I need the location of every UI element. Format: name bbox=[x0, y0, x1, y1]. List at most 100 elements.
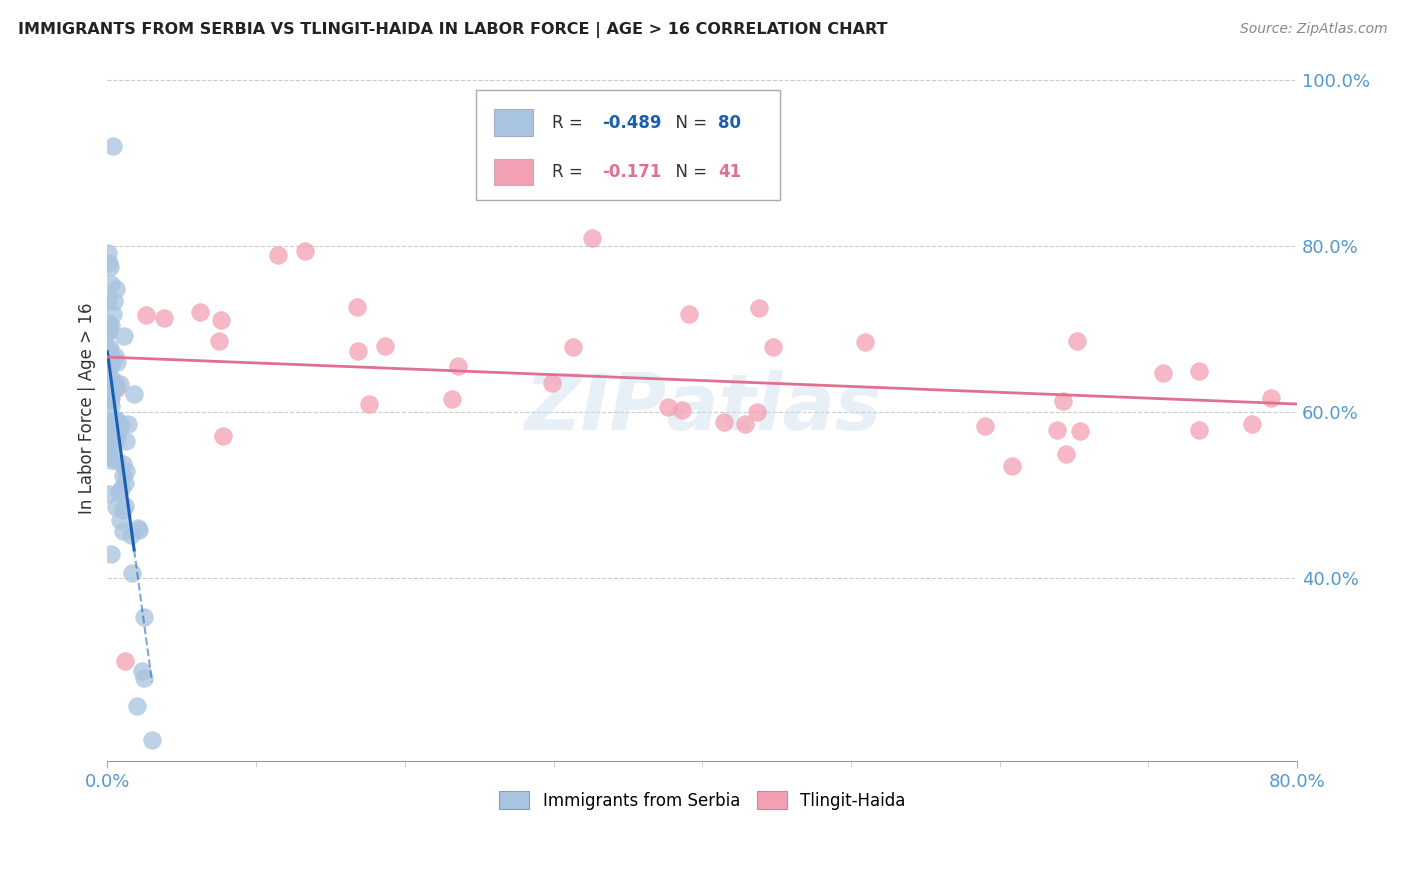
Point bbox=[98, 415, 121, 429]
Point bbox=[761, 340, 783, 354]
Point bbox=[657, 400, 679, 414]
Point bbox=[135, 308, 157, 322]
Point bbox=[540, 376, 562, 390]
Point bbox=[100, 384, 122, 398]
Text: -0.171: -0.171 bbox=[602, 163, 661, 181]
Point bbox=[440, 392, 463, 407]
Point bbox=[1188, 424, 1211, 438]
Text: ZIP​atlas: ZIP​atlas bbox=[523, 370, 880, 446]
Point bbox=[120, 528, 142, 542]
Point bbox=[125, 698, 148, 713]
Point bbox=[108, 513, 131, 527]
Point bbox=[103, 294, 125, 309]
Point bbox=[581, 231, 603, 245]
Point bbox=[97, 325, 120, 339]
Point bbox=[1260, 391, 1282, 405]
Point bbox=[97, 342, 120, 356]
Point bbox=[101, 439, 124, 453]
Point bbox=[100, 385, 122, 400]
Point bbox=[188, 305, 211, 319]
Text: Source: ZipAtlas.com: Source: ZipAtlas.com bbox=[1240, 22, 1388, 37]
Point bbox=[100, 391, 122, 405]
Point bbox=[855, 334, 877, 349]
Text: IMMIGRANTS FROM SERBIA VS TLINGIT-HAIDA IN LABOR FORCE | AGE > 16 CORRELATION CH: IMMIGRANTS FROM SERBIA VS TLINGIT-HAIDA … bbox=[18, 22, 887, 38]
Point bbox=[103, 373, 125, 387]
Point bbox=[105, 425, 128, 440]
Point bbox=[132, 610, 155, 624]
Point bbox=[98, 324, 121, 338]
Point bbox=[98, 260, 121, 275]
Point bbox=[105, 413, 128, 427]
Point bbox=[110, 482, 132, 496]
FancyBboxPatch shape bbox=[494, 110, 533, 136]
Point bbox=[357, 397, 380, 411]
Point bbox=[97, 246, 120, 260]
Point bbox=[122, 386, 145, 401]
Point bbox=[104, 376, 127, 390]
Point bbox=[294, 244, 316, 258]
Point bbox=[114, 500, 136, 514]
Point bbox=[128, 523, 150, 537]
Point bbox=[101, 356, 124, 370]
Point bbox=[97, 316, 120, 330]
Point bbox=[132, 671, 155, 685]
Point bbox=[103, 139, 125, 153]
Point bbox=[374, 339, 396, 353]
Legend: Immigrants from Serbia, Tlingit-Haida: Immigrants from Serbia, Tlingit-Haida bbox=[492, 785, 912, 816]
Point bbox=[115, 464, 138, 478]
Point bbox=[98, 430, 121, 444]
Point bbox=[114, 434, 136, 448]
Point bbox=[974, 418, 997, 433]
Point bbox=[105, 414, 128, 428]
Point bbox=[346, 301, 368, 315]
Point bbox=[267, 248, 290, 262]
Point bbox=[97, 293, 120, 308]
Point bbox=[1069, 424, 1091, 438]
Point bbox=[111, 524, 134, 538]
Point bbox=[1240, 417, 1263, 431]
Point bbox=[97, 353, 120, 368]
Point bbox=[1066, 334, 1088, 349]
Point bbox=[100, 399, 122, 413]
Point bbox=[114, 475, 136, 490]
Point bbox=[112, 502, 135, 516]
Point bbox=[121, 566, 143, 581]
Point bbox=[104, 500, 127, 514]
Point bbox=[100, 452, 122, 467]
Point bbox=[131, 664, 153, 678]
Point bbox=[117, 417, 139, 431]
Point bbox=[97, 487, 120, 501]
Point bbox=[447, 359, 470, 373]
Point bbox=[101, 431, 124, 445]
Point bbox=[748, 301, 770, 315]
Point bbox=[745, 405, 768, 419]
Point bbox=[1046, 423, 1069, 437]
Point bbox=[111, 457, 134, 471]
Point bbox=[211, 429, 233, 443]
Point bbox=[97, 322, 120, 336]
Text: R =: R = bbox=[551, 113, 588, 131]
Point bbox=[97, 375, 120, 389]
Point bbox=[141, 733, 163, 747]
Point bbox=[97, 349, 120, 363]
Text: R =: R = bbox=[551, 163, 593, 181]
Point bbox=[104, 282, 127, 296]
Point bbox=[101, 307, 124, 321]
Point bbox=[98, 341, 121, 355]
Point bbox=[561, 340, 583, 354]
Point bbox=[105, 381, 128, 395]
Point bbox=[1052, 393, 1074, 408]
Point bbox=[100, 547, 122, 561]
Point bbox=[98, 361, 121, 376]
Text: -0.489: -0.489 bbox=[602, 113, 661, 131]
Point bbox=[108, 376, 131, 391]
Point bbox=[100, 277, 122, 291]
Point bbox=[107, 484, 129, 499]
Point bbox=[114, 654, 136, 668]
Point bbox=[108, 417, 131, 431]
Point bbox=[347, 343, 370, 358]
Point bbox=[208, 334, 231, 348]
Point bbox=[104, 435, 127, 450]
Point bbox=[97, 363, 120, 377]
Point bbox=[678, 307, 700, 321]
